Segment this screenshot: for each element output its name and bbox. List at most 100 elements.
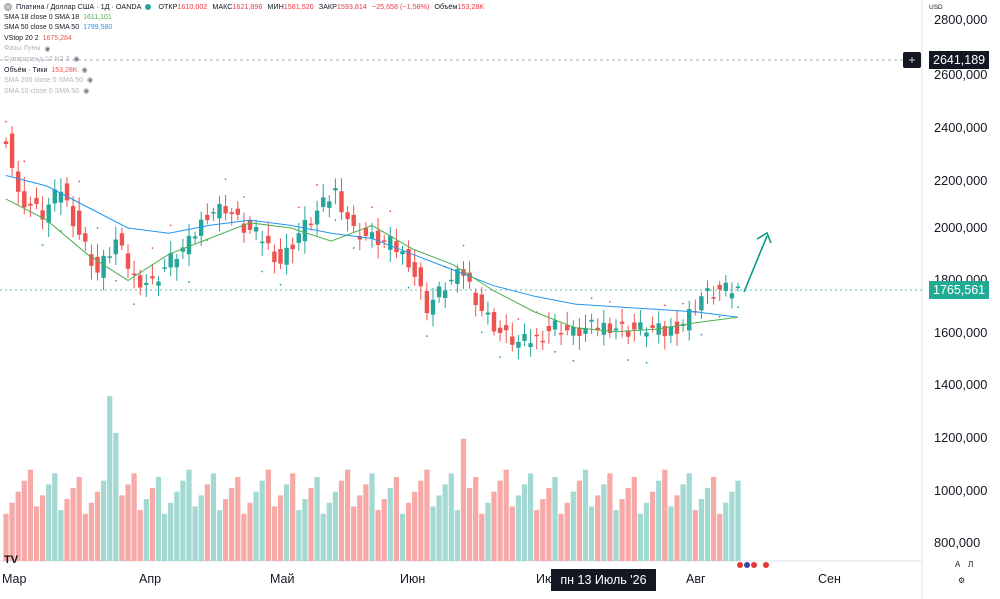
candle-body — [406, 249, 411, 268]
volume-bar — [131, 473, 137, 561]
candle-body — [77, 210, 82, 235]
candle-body — [699, 296, 704, 311]
vstop-dot — [462, 244, 465, 247]
legend-moon-phases[interactable]: Фазы Луны ◉ — [4, 45, 51, 53]
eye-icon[interactable]: ◉ — [83, 88, 90, 96]
volume-bar — [460, 438, 467, 561]
vstop-dot — [389, 210, 392, 213]
eye-icon[interactable]: ◉ — [44, 45, 51, 53]
candle-body — [455, 269, 460, 284]
vstop-dot — [609, 300, 611, 303]
vstop-dot — [554, 350, 556, 353]
candle-body — [595, 327, 600, 331]
volume-bar — [216, 510, 223, 561]
volume-bar — [52, 473, 58, 561]
forecast-arrow — [743, 231, 772, 293]
volume-bar — [363, 484, 369, 561]
vstop-dot — [352, 247, 355, 249]
candle-body — [241, 223, 247, 233]
volume-bar — [619, 499, 625, 561]
legend-sma10[interactable]: SMA 10 close 0 SMA 50 ◉ — [4, 87, 90, 96]
volume-bar — [320, 513, 326, 561]
volume-bar — [436, 495, 442, 561]
volume-bar — [540, 499, 546, 561]
candle-body — [729, 293, 735, 299]
volume-bar — [113, 432, 119, 561]
volume-bar — [351, 506, 357, 561]
time-tick: Ию — [536, 572, 555, 586]
add-alert-plus-icon[interactable]: + — [903, 52, 921, 68]
legend-sma18[interactable]: SMA 18 close 0 SMA 18 1611,101 — [4, 13, 112, 21]
candle-body — [229, 212, 234, 214]
candle-body — [650, 325, 655, 328]
legend-sma50[interactable]: SMA 50 close 0 SMA 50 1799,580 — [4, 24, 113, 32]
volume-bar — [424, 469, 430, 561]
volume-bar — [369, 473, 375, 561]
candle-body — [723, 282, 728, 291]
candle-body — [58, 191, 64, 203]
candle-body — [534, 334, 539, 337]
eye-icon[interactable]: ◉ — [73, 56, 80, 64]
vstop-dot — [224, 178, 227, 180]
volume-bar — [692, 510, 698, 561]
vstop-dot — [407, 286, 410, 289]
candle-body — [504, 325, 509, 331]
candle-body — [272, 251, 277, 263]
candle-body — [70, 206, 76, 227]
volume-bar — [119, 495, 125, 561]
candle-body — [83, 233, 88, 242]
candle-body — [717, 284, 722, 290]
volume-bar — [412, 491, 418, 561]
crosshair-price-label: 2641,189 — [929, 51, 990, 69]
vstop-dot — [663, 304, 666, 307]
candle-body — [174, 258, 179, 268]
volume-bar — [15, 491, 21, 561]
tradingview-logo[interactable]: TV — [4, 554, 19, 566]
candle-body — [16, 171, 21, 192]
vstop-dot — [169, 224, 172, 227]
candle-body — [510, 336, 515, 345]
candle-body — [308, 223, 314, 226]
time-tick: Апр — [139, 572, 162, 586]
volume-bar — [521, 484, 528, 561]
eye-icon[interactable]: ◉ — [87, 77, 94, 85]
volume-bar — [253, 491, 259, 561]
candle-body — [351, 214, 356, 226]
candle-body — [217, 204, 222, 219]
volume-bar — [711, 477, 717, 561]
log-scale-button[interactable]: Л — [968, 560, 974, 569]
legend-sma200[interactable]: SMA 200 close 0 SMA 50 ◉ — [4, 77, 94, 85]
legend-vstop[interactable]: VStop 20 2 1675,284 — [4, 34, 72, 42]
symbol-header: Платина / Доллар США · 1Д · OANDA ОТКР16… — [4, 2, 484, 13]
chart-legend: Платина / Доллар США · 1Д · OANDA ОТКР16… — [4, 2, 484, 97]
auto-scale-button[interactable]: A — [955, 560, 961, 569]
volume-bar — [558, 513, 564, 561]
vstop-dot — [279, 283, 282, 286]
candle-body — [711, 297, 716, 299]
candle-body — [223, 206, 228, 214]
volume-bar — [656, 480, 662, 561]
volume-bar — [674, 495, 680, 561]
candle-body — [260, 241, 265, 244]
settings-gear-icon[interactable]: ⚙ — [958, 576, 966, 585]
volume-bar — [3, 513, 9, 561]
candle-body — [363, 228, 369, 236]
volume-bar — [168, 502, 174, 561]
candle-body — [632, 322, 637, 330]
candle-body — [333, 188, 338, 191]
volume-bar — [509, 506, 515, 561]
candle-body — [558, 333, 564, 335]
legend-volume[interactable]: Объём · Тики 153,28K ◉ — [4, 66, 88, 74]
candle-body — [577, 327, 582, 336]
legend-supertrend[interactable]: Супертренд 10 N2 3 ◉ — [4, 55, 80, 64]
volume-bar — [137, 510, 143, 561]
volume-bar — [631, 477, 637, 561]
eye-icon[interactable]: ◉ — [81, 66, 88, 74]
volume-bar — [125, 484, 131, 561]
volume-bar — [326, 502, 332, 561]
volume-bar — [613, 510, 619, 561]
candle-body — [601, 322, 606, 335]
candle-body — [662, 326, 667, 337]
candle-body — [290, 244, 295, 250]
